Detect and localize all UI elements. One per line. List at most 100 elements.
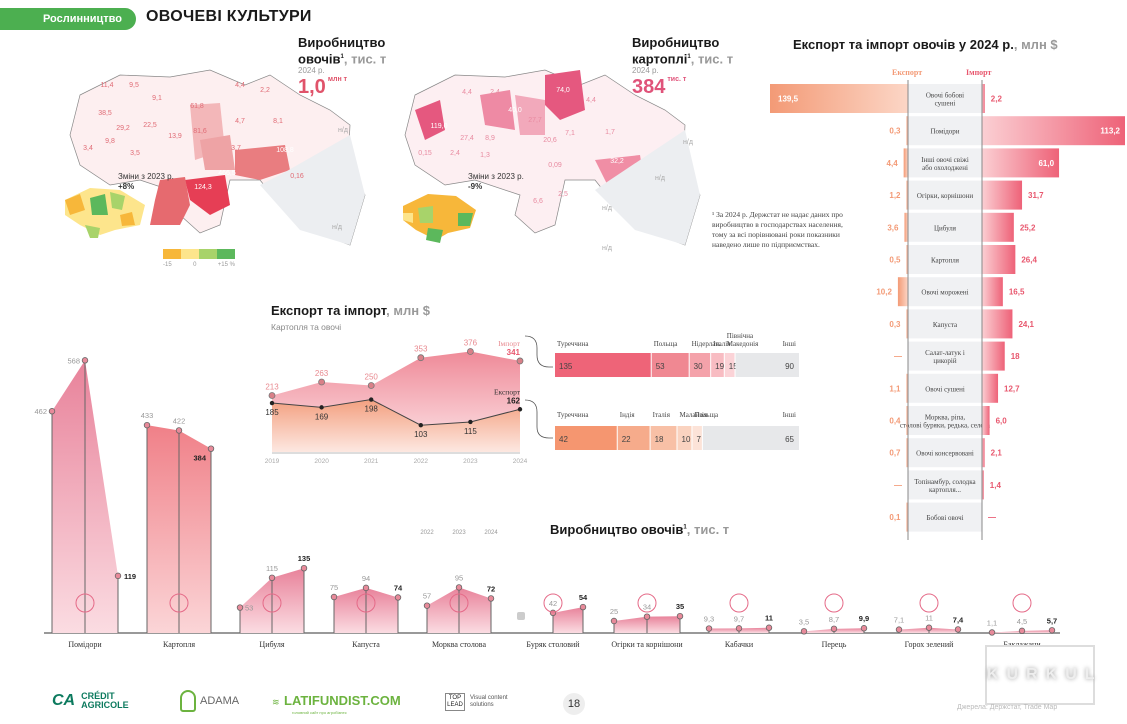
export-series-label: Експорт bbox=[494, 387, 521, 396]
section-tag[interactable]: Рослинництво bbox=[0, 8, 136, 30]
veg-map: 11,4 9,5 9,1 61,8 4,4 2,2 38,5 29,2 22,5 81,6 4,7 8… bbox=[69, 69, 366, 246]
category-label: Капуста bbox=[352, 640, 380, 649]
connector-line bbox=[525, 399, 553, 439]
export-bar bbox=[906, 373, 908, 403]
import-point bbox=[516, 357, 524, 365]
x-tick-label: 2022 bbox=[414, 458, 429, 465]
vegetable-icon bbox=[449, 593, 469, 613]
year-label: 2024 bbox=[484, 530, 498, 536]
import-value: 341 bbox=[507, 348, 521, 357]
occupied-area bbox=[595, 130, 700, 245]
production-point bbox=[676, 613, 684, 620]
country-label: Інші bbox=[783, 411, 796, 419]
category-label: Цибуля bbox=[259, 640, 284, 649]
export-value: 0,3 bbox=[889, 127, 901, 136]
import-series-label: Імпорт bbox=[498, 339, 521, 348]
legend-swatch bbox=[163, 249, 181, 259]
category-label: Горох зелений bbox=[905, 640, 955, 649]
category-label: столові буряки, редька, селера bbox=[900, 422, 991, 430]
production-value: 9,3 bbox=[704, 615, 714, 624]
region-value: 3,7 bbox=[231, 145, 241, 152]
trade-line-chart: 2019 213 185 2020 263 169 2021 250 198 2022 353 103… bbox=[265, 338, 528, 465]
change-legend bbox=[163, 249, 235, 259]
production-point bbox=[925, 624, 933, 631]
export-point bbox=[418, 422, 423, 428]
production-point bbox=[207, 445, 215, 452]
region-fill bbox=[200, 135, 235, 170]
import-bar bbox=[982, 341, 1005, 371]
region-value: 2,4 bbox=[490, 89, 500, 96]
production-point bbox=[735, 625, 743, 632]
category-label: Овочі консервовані bbox=[916, 450, 974, 458]
logo-toplead[interactable]: TOP LEAD Visual content solutions bbox=[445, 693, 510, 711]
export-bar bbox=[770, 84, 908, 113]
region-value: н/д bbox=[683, 139, 693, 146]
lock-icon bbox=[517, 612, 525, 620]
veg-change-minimap bbox=[65, 188, 145, 238]
import-value: 12,7 bbox=[1004, 384, 1020, 393]
category-label: Кабачки bbox=[725, 640, 754, 649]
export-bar bbox=[906, 502, 908, 532]
export-value: 0,7 bbox=[889, 449, 901, 458]
country-value: 10 bbox=[682, 435, 691, 444]
category-cell bbox=[908, 341, 982, 371]
page-number: 18 bbox=[563, 693, 585, 715]
category-label: Овочі бобові bbox=[926, 92, 964, 100]
country-value: 30 bbox=[694, 362, 703, 371]
category-cell bbox=[908, 212, 982, 242]
country-segment bbox=[650, 426, 677, 450]
watermark: KURKUL bbox=[985, 645, 1095, 705]
country-label: Польща bbox=[694, 411, 719, 419]
production-value: 25 bbox=[610, 607, 618, 616]
production-value: 72 bbox=[487, 584, 495, 593]
logo-adama[interactable]: ADAMA bbox=[180, 690, 239, 712]
import-value: 213 bbox=[265, 382, 279, 391]
import-value: 31,7 bbox=[1028, 191, 1044, 200]
page-title: ОВОЧЕВІ КУЛЬТУРИ bbox=[146, 8, 312, 25]
export-value: 169 bbox=[315, 412, 329, 421]
import-point bbox=[417, 354, 425, 362]
country-label: Малайзія bbox=[680, 411, 708, 419]
country-label: Італія bbox=[713, 340, 731, 348]
import-value: 24,1 bbox=[1018, 320, 1034, 329]
region-value: 124,3 bbox=[194, 184, 212, 191]
logo-latifundist[interactable]: ≋ LATIFUNDIST.COM головний сайт про агро… bbox=[272, 693, 401, 715]
import-value: 18 bbox=[1011, 352, 1020, 361]
export-value: 115 bbox=[464, 427, 477, 436]
category-label: Буряк столовий bbox=[526, 640, 580, 649]
category-label: Огірки, корнішони bbox=[917, 192, 973, 200]
production-value: 54 bbox=[579, 593, 588, 602]
country-segment bbox=[677, 426, 692, 450]
import-value: 25,2 bbox=[1020, 223, 1036, 232]
legend-swatch bbox=[181, 249, 199, 259]
vegetable-icon bbox=[1012, 593, 1032, 613]
production-point bbox=[800, 628, 808, 635]
production-point bbox=[954, 626, 962, 633]
production-value: 57 bbox=[423, 592, 431, 601]
country-label: Туреччина bbox=[557, 340, 589, 348]
country-segment bbox=[617, 426, 650, 450]
country-label: Інші bbox=[783, 340, 796, 348]
export-bar bbox=[906, 116, 908, 146]
country-value: 42 bbox=[559, 435, 568, 444]
production-value: 462 bbox=[34, 407, 47, 416]
production-value: 35 bbox=[676, 602, 684, 611]
logo-credit-agricole[interactable]: CA CRÉDIT AGRICOLE bbox=[52, 691, 129, 710]
country-label: Нідерлан. bbox=[692, 340, 721, 348]
production-point bbox=[830, 625, 838, 633]
region-value: 4,4 bbox=[586, 97, 596, 104]
region-value: 3,5 bbox=[130, 150, 140, 157]
production-point bbox=[268, 574, 276, 581]
region-value: 2,4 bbox=[450, 150, 460, 157]
potato-map-year: 2024 р. bbox=[632, 66, 659, 75]
export-point bbox=[269, 400, 275, 406]
category-cell bbox=[908, 438, 982, 468]
category-cell bbox=[908, 180, 982, 210]
import-value: 26,4 bbox=[1021, 256, 1037, 265]
country-bars: 135 Туреччина 53 Польща 30 Нідерлан. 19 Італія 1… bbox=[525, 332, 799, 450]
country-segment bbox=[651, 353, 689, 377]
region-value: 38,5 bbox=[98, 110, 112, 117]
export-point bbox=[468, 419, 473, 425]
production-point bbox=[579, 603, 587, 611]
